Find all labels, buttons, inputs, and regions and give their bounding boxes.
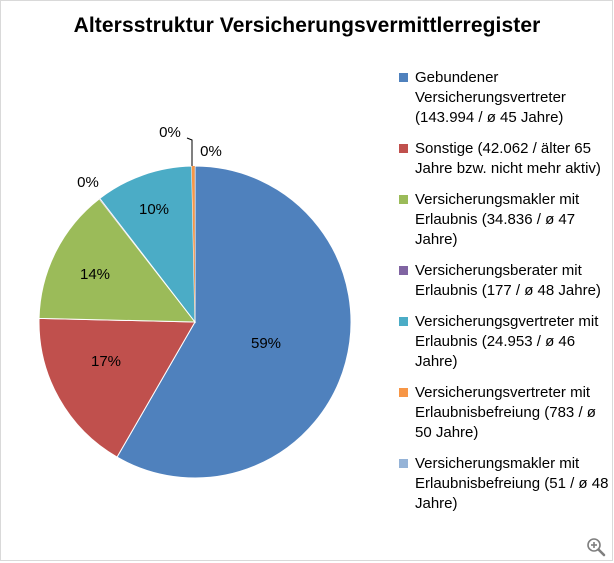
legend-label: Gebundener Versicherungsvertreter (143.9…	[415, 68, 610, 128]
legend-swatch	[399, 144, 408, 153]
legend-swatch	[399, 73, 408, 82]
legend-label: Versicherungsmakler mit Erlaubnis (34.83…	[415, 190, 610, 250]
legend-item: Versicherungsberater mit Erlaubnis (177 …	[396, 261, 610, 301]
legend-swatch	[399, 388, 408, 397]
data-label: 59%	[251, 335, 281, 352]
legend-swatch	[399, 266, 408, 275]
data-label-leader-line	[187, 138, 192, 166]
legend-item: Versicherungsvertreter mit Erlaubnisbefr…	[396, 383, 610, 443]
legend-item: Versicherungsmakler mit Erlaubnis (34.83…	[396, 190, 610, 250]
legend-item: Versicherungsgvertreter mit Erlaubnis (2…	[396, 312, 610, 372]
legend-label: Versicherungsberater mit Erlaubnis (177 …	[415, 261, 610, 301]
legend-swatch	[399, 459, 408, 468]
data-label: 0%	[77, 174, 99, 191]
data-label: 0%	[159, 124, 181, 141]
legend-item: Sonstige (42.062 / älter 65 Jahre bzw. n…	[396, 139, 610, 179]
legend-swatch	[399, 195, 408, 204]
legend-label: Sonstige (42.062 / älter 65 Jahre bzw. n…	[415, 139, 610, 179]
legend-swatch	[399, 317, 408, 326]
data-label: 10%	[139, 201, 169, 218]
legend-label: Versicherungsvertreter mit Erlaubnisbefr…	[415, 383, 610, 443]
legend-label: Versicherungsgvertreter mit Erlaubnis (2…	[415, 312, 610, 372]
legend-item: Versicherungsmakler mit Erlaubnisbefreiu…	[396, 454, 610, 514]
data-label: 14%	[80, 266, 110, 283]
data-label: 17%	[91, 353, 121, 370]
data-label: 0%	[200, 143, 222, 160]
chart-legend: Gebundener Versicherungsvertreter (143.9…	[396, 68, 610, 525]
legend-label: Versicherungsmakler mit Erlaubnisbefreiu…	[415, 454, 610, 514]
zoom-in-icon[interactable]	[585, 536, 607, 558]
legend-item: Gebundener Versicherungsvertreter (143.9…	[396, 68, 610, 128]
